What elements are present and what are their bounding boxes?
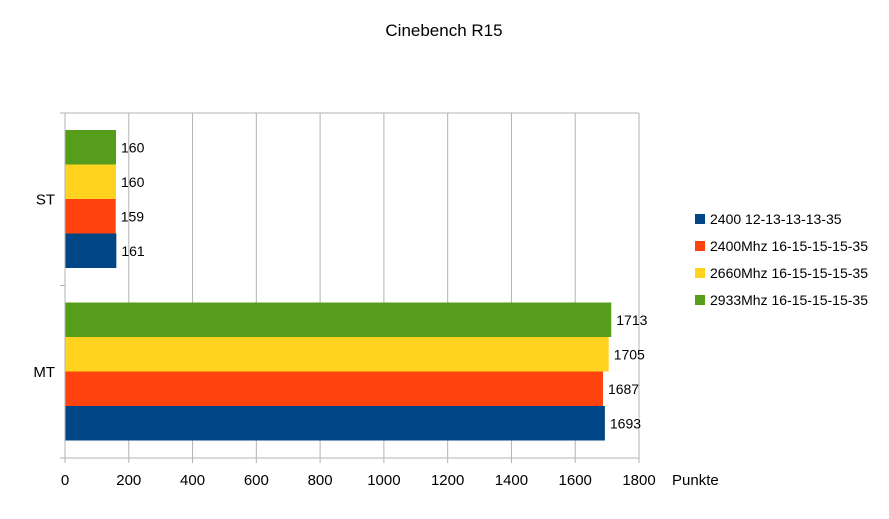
data-label: 1687	[608, 381, 639, 397]
data-label: 1693	[610, 415, 641, 431]
x-tick-label: 800	[308, 472, 333, 489]
bar	[65, 371, 603, 406]
legend: 2400 12-13-13-13-35 2400Mhz 16-15-15-15-3…	[695, 211, 868, 308]
y-category-label: MT	[33, 364, 55, 381]
x-tick-label: 600	[244, 472, 269, 489]
x-tick-label: 1600	[559, 472, 592, 489]
bar	[65, 164, 117, 199]
chart-title: Cinebench R15	[385, 21, 502, 40]
axes: 0 200 400 600 800 1000 1200 1400 1600 1800 ST MT	[33, 112, 656, 489]
x-tick-label: 1000	[367, 472, 400, 489]
grid-lines	[65, 112, 640, 458]
legend-label: 2400 12-13-13-13-35	[710, 211, 842, 227]
data-label: 159	[121, 208, 145, 224]
data-label: 161	[121, 243, 145, 259]
y-category-label: ST	[36, 191, 55, 208]
legend-swatch	[695, 295, 705, 305]
x-tick-label: 200	[116, 472, 141, 489]
x-tick-label: 1800	[622, 472, 655, 489]
bar	[65, 130, 117, 165]
x-axis-title: Punkte	[672, 472, 719, 489]
x-tick-label: 400	[180, 472, 205, 489]
bar	[65, 233, 117, 268]
bar	[65, 406, 605, 441]
bar	[65, 302, 612, 337]
x-tick-label: 1200	[431, 472, 464, 489]
legend-swatch	[695, 241, 705, 251]
legend-label: 2660Mhz 16-15-15-15-35	[710, 265, 868, 281]
data-label: 160	[121, 139, 145, 155]
data-label: 1713	[616, 312, 647, 328]
legend-label: 2933Mhz 16-15-15-15-35	[710, 292, 868, 308]
legend-label: 2400Mhz 16-15-15-15-35	[710, 238, 868, 254]
bar	[65, 337, 609, 372]
data-labels: 161 159 160 160 1693 1687 1705 1713	[121, 139, 648, 431]
bar	[65, 199, 116, 234]
legend-swatch	[695, 214, 705, 224]
data-label: 1705	[614, 346, 645, 362]
x-tick-label: 0	[61, 472, 69, 489]
legend-swatch	[695, 268, 705, 278]
bars	[65, 130, 612, 441]
x-tick-label: 1400	[495, 472, 528, 489]
data-label: 160	[121, 174, 145, 190]
